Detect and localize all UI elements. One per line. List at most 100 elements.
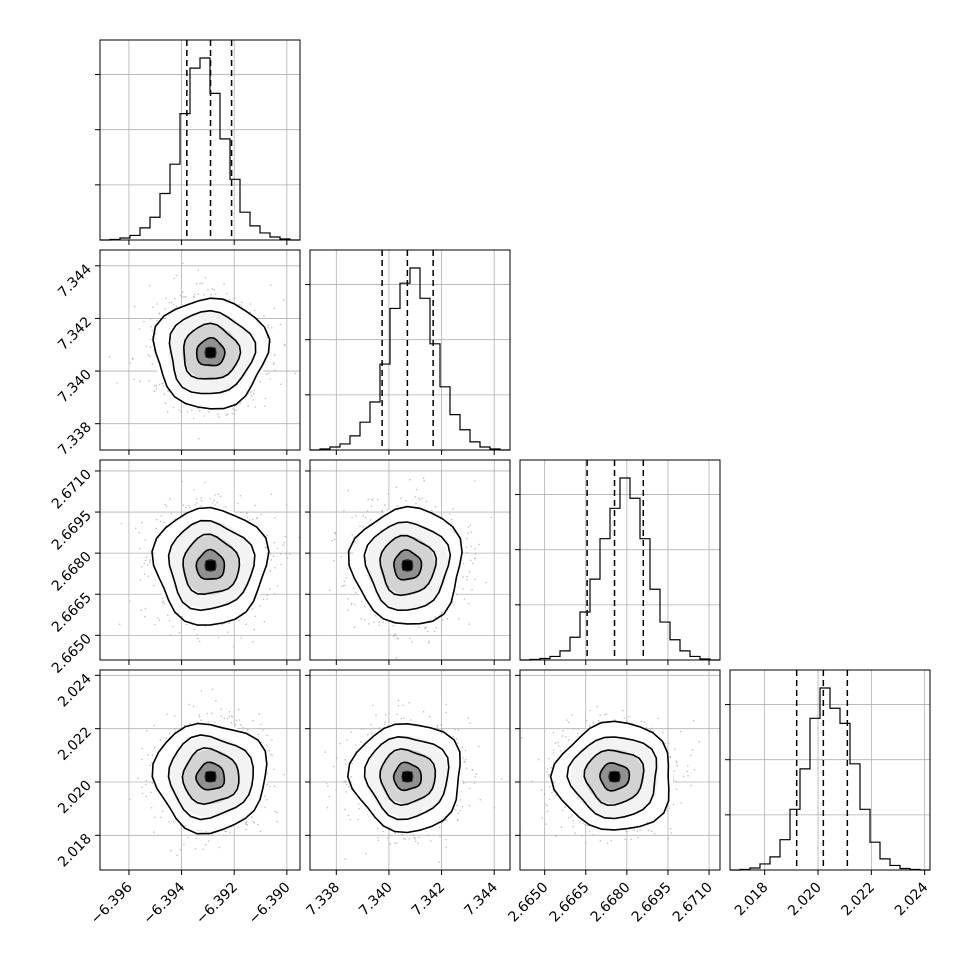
sample-point xyxy=(173,715,176,717)
sample-point xyxy=(280,563,283,566)
sample-point xyxy=(414,496,417,498)
sample-point xyxy=(252,392,255,395)
panel-content xyxy=(128,688,285,856)
sample-point xyxy=(165,297,167,300)
sample-point xyxy=(120,522,123,525)
sample-point xyxy=(246,729,248,731)
sample-point xyxy=(156,617,159,619)
sample-point xyxy=(151,782,154,784)
sample-point xyxy=(182,291,184,293)
sample-point xyxy=(265,546,268,549)
sample-point xyxy=(273,768,275,771)
sample-point xyxy=(247,405,249,407)
sample-point xyxy=(474,553,477,555)
panel-frame xyxy=(99,459,301,661)
sample-point xyxy=(210,293,213,296)
sample-point xyxy=(149,338,152,341)
sample-point xyxy=(150,325,152,328)
sample-point xyxy=(207,840,210,842)
sample-point xyxy=(279,323,282,326)
sample-point xyxy=(155,333,157,335)
sample-point xyxy=(172,625,174,628)
sample-point xyxy=(259,830,262,832)
sample-point xyxy=(170,512,172,515)
sample-point xyxy=(252,719,254,722)
sample-point xyxy=(334,531,336,534)
panel-frame xyxy=(99,249,301,451)
sample-point xyxy=(232,408,234,410)
sample-point xyxy=(141,792,144,795)
sample-point xyxy=(192,296,195,299)
sample-point xyxy=(198,438,200,440)
sample-point xyxy=(419,498,422,501)
scatter-panel-1-2 xyxy=(305,459,511,665)
contour-line xyxy=(393,549,423,581)
sample-point xyxy=(245,820,248,823)
sample-point xyxy=(139,579,142,581)
sample-point xyxy=(214,494,216,496)
sample-point xyxy=(151,754,154,756)
sample-point xyxy=(203,294,205,296)
sample-point xyxy=(433,630,436,633)
sample-point xyxy=(263,620,266,623)
sample-point xyxy=(155,527,157,530)
sample-point xyxy=(428,642,430,644)
sample-point xyxy=(266,336,269,339)
sample-point xyxy=(264,405,266,407)
sample-point xyxy=(186,411,189,413)
sample-point xyxy=(162,385,165,387)
sample-point xyxy=(175,274,178,277)
sample-point xyxy=(427,630,429,633)
sample-point xyxy=(370,505,373,508)
sample-point xyxy=(364,619,366,621)
sample-point xyxy=(149,346,152,349)
sample-point xyxy=(157,664,159,666)
histogram-panel-3 xyxy=(725,669,931,875)
sample-point xyxy=(218,846,221,849)
sample-point xyxy=(411,641,414,643)
sample-point xyxy=(333,538,336,541)
sample-point xyxy=(215,293,217,295)
sample-point xyxy=(235,409,237,412)
sample-point xyxy=(453,531,456,533)
sample-point xyxy=(254,504,257,507)
sample-point xyxy=(160,515,162,517)
sample-point xyxy=(331,540,334,542)
sample-point xyxy=(282,299,285,302)
sample-point xyxy=(383,504,386,506)
sample-point xyxy=(468,570,471,573)
sample-point xyxy=(253,309,256,312)
sample-point xyxy=(171,302,173,304)
sample-point xyxy=(198,714,200,716)
sample-point xyxy=(346,568,349,570)
sample-point xyxy=(147,354,150,356)
sample-point xyxy=(238,709,240,711)
sample-point xyxy=(362,526,364,528)
sample-point xyxy=(251,608,254,610)
sample-point xyxy=(450,518,453,521)
sample-point xyxy=(273,593,276,595)
contour-line xyxy=(347,505,463,625)
sample-point xyxy=(195,283,198,285)
sample-point xyxy=(154,623,156,626)
sample-point xyxy=(147,575,150,577)
sample-point xyxy=(167,614,169,617)
sample-point xyxy=(182,504,185,507)
contour-line xyxy=(182,322,242,380)
sample-point xyxy=(354,591,357,594)
sample-point xyxy=(353,626,356,629)
sample-point xyxy=(266,594,269,597)
sample-point xyxy=(276,547,279,550)
sample-point xyxy=(140,609,142,611)
sample-point xyxy=(266,783,269,785)
sample-point xyxy=(131,357,134,360)
sample-point xyxy=(283,773,285,776)
sample-point xyxy=(262,729,264,731)
sample-point xyxy=(252,820,255,823)
sample-point xyxy=(173,821,175,823)
sample-point xyxy=(272,363,275,366)
sample-point xyxy=(141,747,143,750)
sample-point xyxy=(462,588,464,590)
sample-point xyxy=(151,329,153,332)
sample-point xyxy=(239,402,242,404)
